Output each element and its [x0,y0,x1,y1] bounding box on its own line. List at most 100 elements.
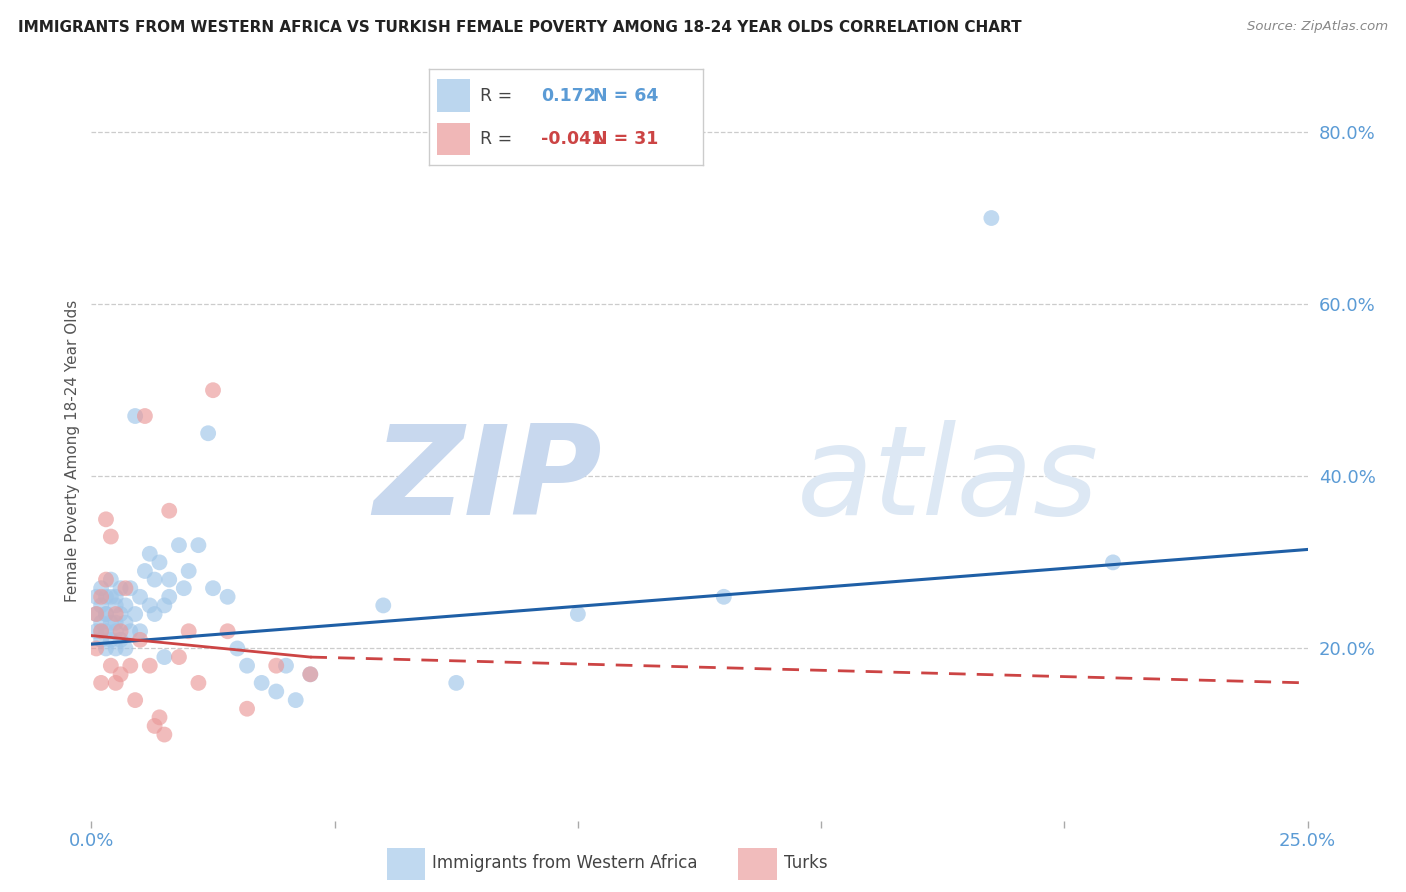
Point [139,599,162,613]
Point [153,650,176,665]
Point [202,383,225,397]
Point [173,581,195,595]
Text: IMMIGRANTS FROM WESTERN AFRICA VS TURKISH FEMALE POVERTY AMONG 18-24 YEAR OLDS C: IMMIGRANTS FROM WESTERN AFRICA VS TURKIS… [18,20,1022,35]
Point [84,624,107,639]
Point [177,624,200,639]
Point [114,581,136,595]
Y-axis label: Female Poverty Among 18-24 Year Olds: Female Poverty Among 18-24 Year Olds [65,300,80,601]
Point [187,676,209,690]
Point [153,727,176,741]
Point [980,211,1002,225]
Bar [738,848,778,880]
Point [94,607,117,621]
Point [167,650,190,665]
Point [100,530,122,544]
Point [114,641,136,656]
Point [153,599,176,613]
Point [84,607,107,621]
Point [129,590,152,604]
Text: 0.172: 0.172 [541,87,596,104]
Text: N = 64: N = 64 [593,87,658,104]
Point [157,504,180,518]
Point [217,624,239,639]
Bar [437,122,470,155]
Point [274,658,297,673]
Point [567,607,589,621]
Point [177,564,200,578]
Point [84,641,107,656]
Point [129,624,152,639]
Point [299,667,322,681]
Point [202,581,225,595]
Text: atlas: atlas [797,419,1099,541]
Text: Turks: Turks [785,854,828,872]
Point [134,409,156,423]
Point [284,693,307,707]
Point [94,573,117,587]
Point [134,564,156,578]
Point [157,590,180,604]
Point [139,547,162,561]
Point [120,624,142,639]
Point [124,607,146,621]
Point [100,615,122,630]
Point [187,538,209,552]
Point [110,581,132,595]
Point [157,573,180,587]
Point [143,607,166,621]
Point [84,607,107,621]
Point [226,641,249,656]
Bar [437,79,470,112]
Point [100,573,122,587]
Point [129,632,152,647]
Text: ZIP: ZIP [374,419,602,541]
Point [94,590,117,604]
Point [143,719,166,733]
Bar [387,848,425,880]
Point [110,632,132,647]
Point [104,615,127,630]
Point [84,590,107,604]
Point [264,658,287,673]
Point [100,658,122,673]
Point [143,573,166,587]
Point [94,624,117,639]
Point [104,676,127,690]
Text: Source: ZipAtlas.com: Source: ZipAtlas.com [1247,20,1388,33]
Text: N = 31: N = 31 [593,130,658,148]
Point [444,676,467,690]
Point [90,590,112,604]
Text: Immigrants from Western Africa: Immigrants from Western Africa [433,854,697,872]
Text: -0.041: -0.041 [541,130,603,148]
Point [120,658,142,673]
Point [90,599,112,613]
Point [236,702,259,716]
Point [124,409,146,423]
Point [90,632,112,647]
Point [90,624,112,639]
Point [90,581,112,595]
Point [100,632,122,647]
Point [167,538,190,552]
Point [114,615,136,630]
Point [139,658,162,673]
Point [120,581,142,595]
Text: R =: R = [479,130,517,148]
Point [1102,555,1125,569]
Point [104,641,127,656]
Point [299,667,322,681]
Point [94,512,117,526]
Point [373,599,395,613]
Point [114,599,136,613]
Point [124,693,146,707]
Point [197,426,219,441]
Point [104,607,127,621]
Text: R =: R = [479,87,517,104]
Point [110,607,132,621]
Point [148,555,170,569]
Point [94,607,117,621]
Point [90,624,112,639]
Point [94,641,117,656]
Point [90,676,112,690]
Point [104,590,127,604]
